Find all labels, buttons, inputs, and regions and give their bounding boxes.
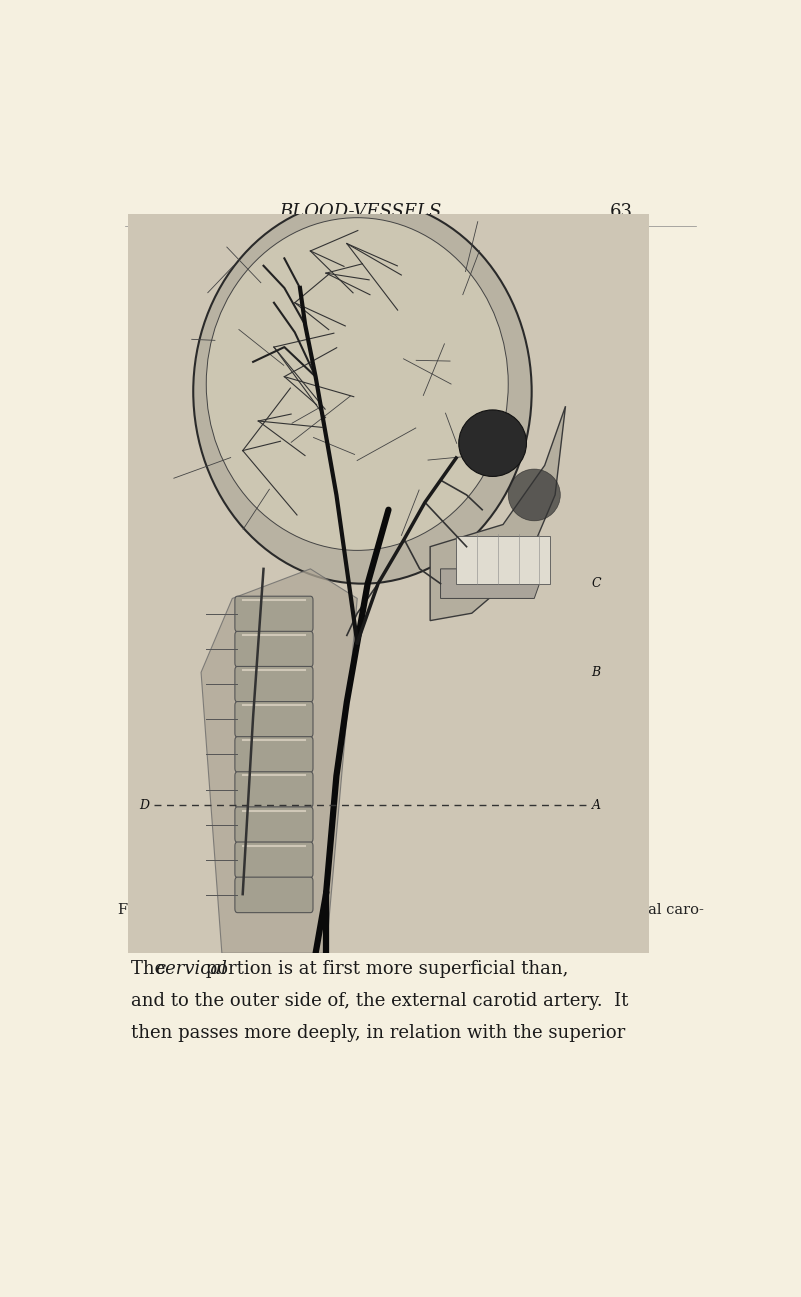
- Text: Fig. 18.—The chief arteries of the neck:  A, Common carotid;  B, external caro-: Fig. 18.—The chief arteries of the neck:…: [118, 903, 703, 917]
- Text: and to the outer side of, the external carotid artery.  It: and to the outer side of, the external c…: [131, 991, 629, 1009]
- Text: D: D: [139, 799, 149, 812]
- Text: then passes more deeply, in relation with the superior: then passes more deeply, in relation wit…: [131, 1023, 626, 1041]
- Text: portion is at first more superficial than,: portion is at first more superficial tha…: [200, 960, 569, 978]
- Ellipse shape: [509, 470, 561, 521]
- Text: B: B: [592, 665, 601, 678]
- Text: BLOOD-VESSELS: BLOOD-VESSELS: [280, 202, 442, 220]
- Polygon shape: [430, 406, 566, 621]
- Ellipse shape: [193, 200, 532, 584]
- Ellipse shape: [459, 410, 526, 476]
- Text: cervical: cervical: [155, 960, 227, 978]
- Polygon shape: [441, 569, 545, 598]
- Ellipse shape: [207, 218, 509, 550]
- FancyBboxPatch shape: [235, 807, 313, 843]
- Polygon shape: [201, 569, 357, 953]
- FancyBboxPatch shape: [235, 632, 313, 667]
- FancyBboxPatch shape: [235, 842, 313, 878]
- Text: poral bone.  It is divided into four portions—cervical,: poral bone. It is divided into four port…: [131, 298, 598, 315]
- FancyBboxPatch shape: [235, 667, 313, 702]
- FancyBboxPatch shape: [235, 702, 313, 737]
- Text: 63: 63: [610, 202, 633, 220]
- FancyBboxPatch shape: [235, 877, 313, 913]
- FancyBboxPatch shape: [235, 737, 313, 772]
- FancyBboxPatch shape: [235, 772, 313, 807]
- Text: petrous, cavernous, and intracranial.: petrous, cavernous, and intracranial.: [131, 327, 458, 344]
- Text: tid; C, internal carotid;  D, vertebral (Deaver, modified).: tid; C, internal carotid; D, vertebral (…: [203, 922, 618, 936]
- Text: A: A: [592, 799, 601, 812]
- Text: The: The: [131, 960, 171, 978]
- Text: C: C: [592, 577, 602, 590]
- Text: to the carotid canal in the petrous portion of the tem-: to the carotid canal in the petrous port…: [131, 271, 603, 288]
- FancyBboxPatch shape: [235, 597, 313, 632]
- Bar: [457, 536, 550, 584]
